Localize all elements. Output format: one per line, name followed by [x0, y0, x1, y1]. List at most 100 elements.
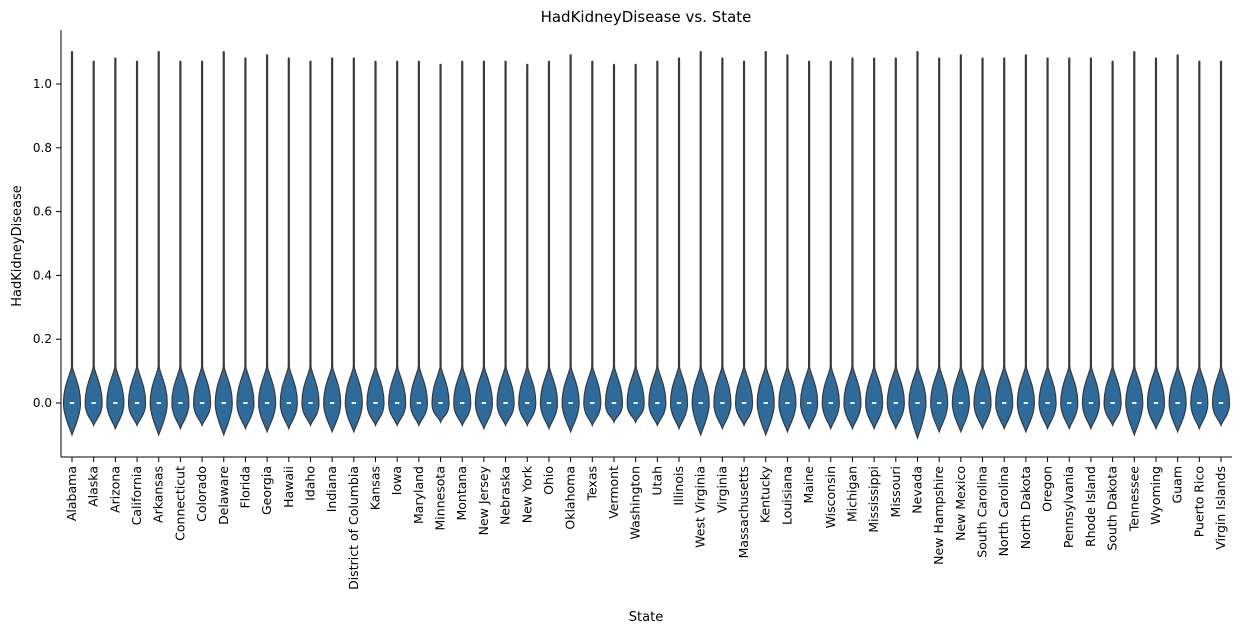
violin-median — [893, 402, 899, 404]
violin-body — [106, 364, 125, 431]
y-tick-label: 1.0 — [33, 77, 52, 91]
violin-median — [958, 402, 964, 404]
violin-median — [1067, 402, 1072, 404]
violin-median — [1197, 402, 1202, 404]
x-tick-label: Tennessee — [1126, 466, 1141, 532]
violin-median — [915, 402, 920, 404]
violin-body — [279, 364, 298, 431]
x-tick-label: Wyoming — [1148, 466, 1163, 525]
violin-body — [1016, 364, 1035, 434]
violin — [1081, 57, 1101, 431]
x-tick-label: New Jersey — [476, 465, 491, 535]
violin — [1125, 50, 1144, 437]
violin — [301, 60, 320, 428]
y-tick-label: 0.0 — [33, 396, 52, 410]
x-tick-label: Hawaii — [281, 466, 296, 508]
x-tick-label: Alaska — [86, 466, 101, 507]
violin — [214, 50, 233, 437]
x-tick-label: North Dakota — [1018, 466, 1033, 549]
violin-median — [351, 402, 357, 404]
violin-median — [655, 402, 660, 404]
violin-body — [713, 364, 732, 431]
violin-median — [503, 402, 508, 404]
x-axis: Alabama Alaska Arizona California Arkansas Co… — [64, 457, 1228, 590]
violin-body — [518, 364, 537, 428]
violin-body — [127, 364, 147, 428]
violin — [930, 57, 949, 434]
x-tick-label: Maryland — [411, 466, 426, 524]
x-tick-label: Montana — [454, 466, 469, 521]
violin-body — [734, 364, 754, 428]
violin-body — [648, 364, 667, 428]
violin — [886, 57, 905, 431]
y-axis: 0.0 0.2 0.4 0.6 0.8 1.0 — [33, 77, 61, 410]
violin-body — [973, 364, 992, 431]
violin-median — [698, 402, 703, 404]
violin — [648, 60, 667, 428]
violin — [431, 63, 450, 425]
x-tick-label: Kentucky — [758, 465, 773, 523]
violin-body — [171, 364, 190, 431]
violin-median — [1023, 402, 1029, 404]
violin-body — [214, 364, 233, 437]
x-tick-label: Michigan — [844, 466, 859, 522]
x-tick-label: South Dakota — [1105, 466, 1120, 551]
violin-body — [865, 364, 884, 431]
violin — [453, 60, 472, 428]
violin-median — [1002, 402, 1007, 404]
violin — [236, 57, 255, 431]
x-tick-label: Missouri — [888, 466, 903, 517]
violin-median — [676, 402, 682, 404]
violin-body — [149, 364, 168, 437]
x-tick-label: Massachusetts — [736, 466, 751, 558]
x-tick-label: New Hampshire — [931, 466, 946, 565]
violin-body — [1168, 364, 1187, 434]
violin-median — [980, 402, 985, 404]
violin — [669, 57, 689, 431]
x-tick-label: Colorado — [194, 466, 209, 522]
violin — [474, 60, 494, 431]
violin-body — [1060, 364, 1079, 431]
violin — [62, 50, 82, 437]
x-tick-label: Rhode Island — [1083, 466, 1098, 547]
violin-body — [453, 364, 472, 428]
violin — [1016, 54, 1035, 434]
x-tick-label: Kansas — [368, 466, 383, 510]
violin-median — [178, 402, 183, 404]
violin-body — [669, 364, 689, 431]
violin — [1038, 57, 1057, 431]
violin-median — [1110, 402, 1115, 404]
violin-body — [236, 364, 255, 431]
violin-median — [199, 402, 205, 404]
x-tick-label: Oklahoma — [563, 466, 578, 530]
x-tick-label: Florida — [237, 466, 252, 509]
violin — [1211, 60, 1231, 428]
violin-body — [930, 364, 949, 434]
violin — [908, 50, 927, 440]
violin-median — [156, 402, 161, 404]
violin — [1060, 57, 1079, 431]
violin-body — [431, 364, 450, 425]
violin-median — [373, 402, 378, 404]
x-tick-label: Arizona — [107, 466, 122, 513]
violin-body — [388, 364, 407, 428]
violin-body — [1190, 364, 1209, 431]
y-tick-label: 0.2 — [33, 332, 52, 346]
x-tick-label: Vermont — [606, 466, 621, 519]
violin — [518, 63, 537, 428]
violin-body — [539, 364, 559, 431]
violin-body — [84, 364, 103, 428]
violin-median — [243, 402, 248, 404]
x-tick-label: Guam — [1170, 466, 1185, 503]
violin-median — [850, 402, 855, 404]
violin — [539, 60, 559, 431]
violin — [604, 63, 624, 425]
violin-median — [568, 402, 573, 404]
y-axis-label: HadKidneyDisease — [10, 185, 25, 306]
violin-body — [1103, 364, 1122, 428]
x-tick-label: Georgia — [259, 466, 274, 515]
violin-median — [936, 402, 942, 404]
violin-body — [626, 364, 645, 425]
violin — [821, 60, 840, 431]
